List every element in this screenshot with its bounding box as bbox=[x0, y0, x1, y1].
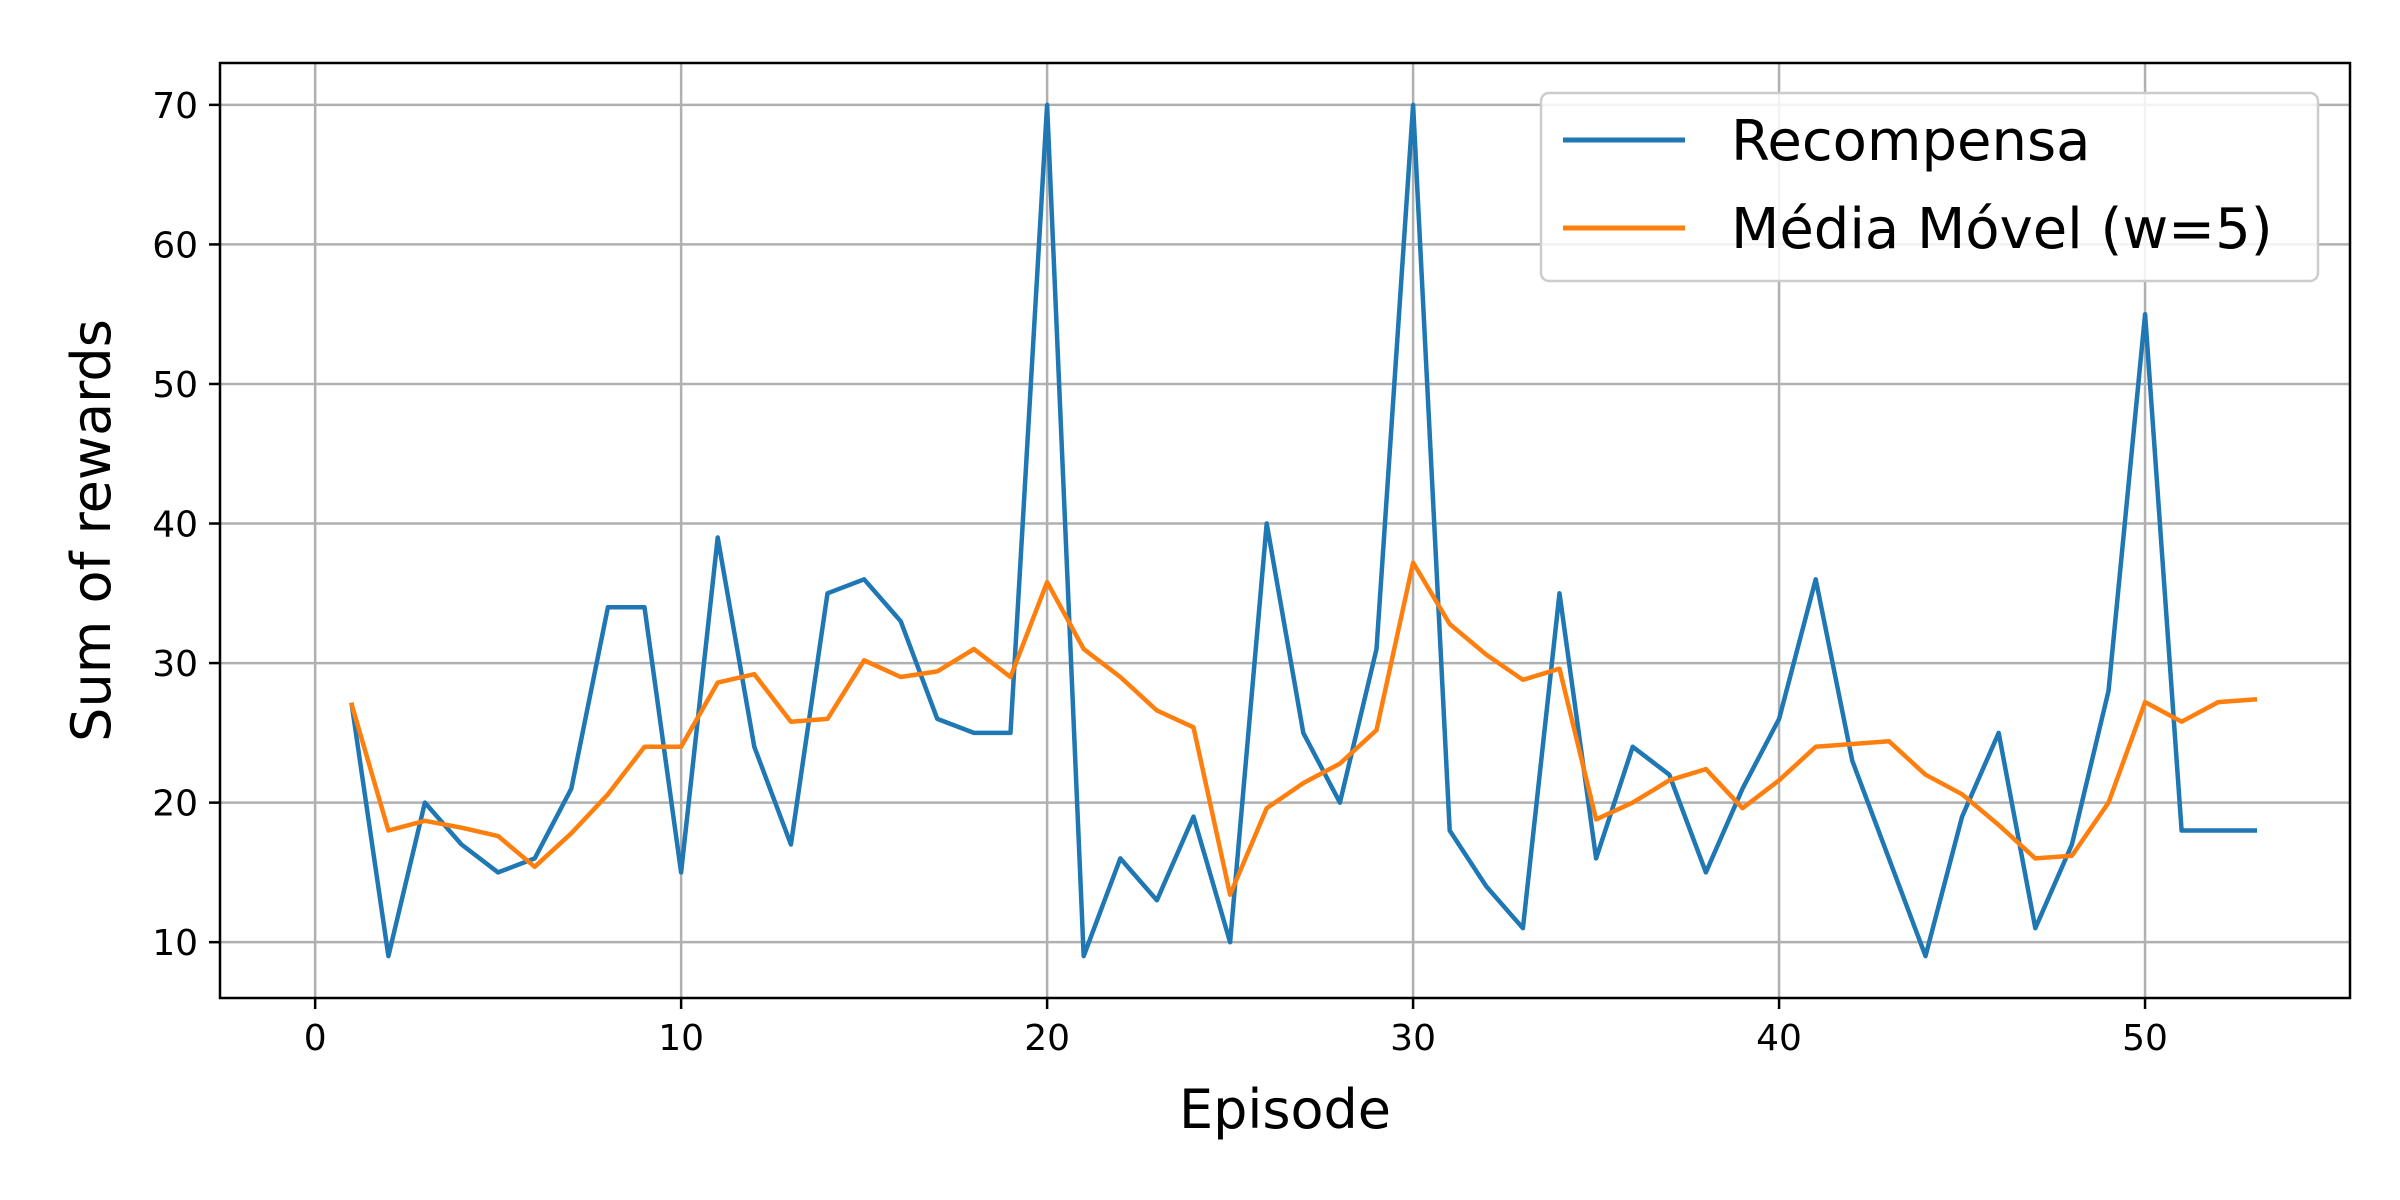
plot-frame bbox=[218, 61, 2352, 1000]
y-axis-label: Sum of rewards bbox=[60, 319, 123, 742]
legend: Recompensa Média Móvel (w=5) bbox=[1539, 91, 2320, 283]
grid-lines bbox=[220, 63, 2350, 998]
y-tick-label: 70 bbox=[152, 86, 198, 127]
y-tick-label: 40 bbox=[152, 505, 198, 546]
legend-label-recompensa: Recompensa bbox=[1731, 109, 2090, 174]
y-tick-label: 50 bbox=[152, 365, 198, 406]
series-line-0 bbox=[349, 102, 2258, 959]
series-line-1 bbox=[349, 560, 2258, 897]
y-tick-label: 10 bbox=[152, 923, 198, 964]
x-tick-label: 10 bbox=[658, 1018, 704, 1059]
legend-box bbox=[1539, 91, 2320, 283]
y-tick-label: 60 bbox=[152, 225, 198, 266]
axis-ticks: 0 10 20 30 40 50 10 20 30 40 50 60 70 bbox=[152, 86, 2168, 1059]
x-axis-label: Episode bbox=[1179, 1078, 1391, 1141]
legend-label-media-movel: Média Móvel (w=5) bbox=[1731, 197, 2273, 262]
y-tick-label: 20 bbox=[152, 784, 198, 825]
x-tick-label: 0 bbox=[304, 1018, 327, 1059]
y-tick-label: 30 bbox=[152, 644, 198, 685]
x-tick-label: 50 bbox=[2122, 1018, 2168, 1059]
x-tick-label: 20 bbox=[1024, 1018, 1070, 1059]
x-tick-label: 40 bbox=[1756, 1018, 1802, 1059]
series-layer bbox=[349, 102, 2258, 959]
x-tick-label: 30 bbox=[1390, 1018, 1436, 1059]
